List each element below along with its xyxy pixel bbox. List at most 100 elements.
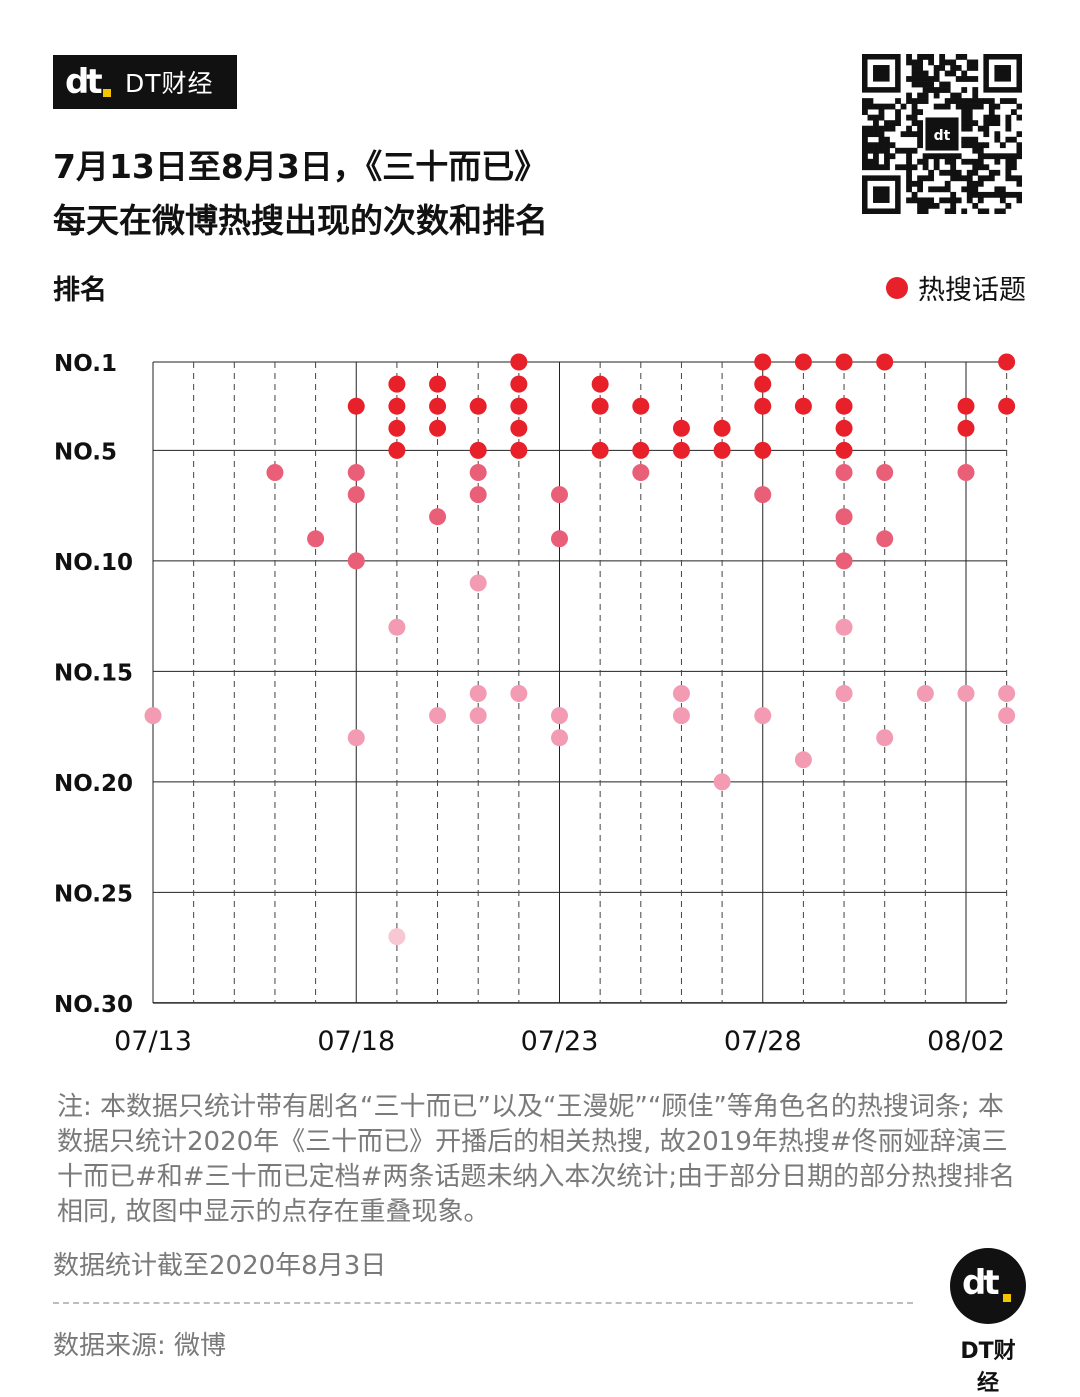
data-point <box>876 530 894 548</box>
data-point <box>672 685 690 702</box>
data-point <box>388 618 406 636</box>
data-point <box>957 397 975 415</box>
data-point <box>510 419 528 437</box>
data-point <box>388 928 406 946</box>
data-point <box>388 375 406 393</box>
chart-note: 注: 本数据只统计带有剧名“三十而已”以及“王漫妮”“顾佳”等角色名的热搜词条;… <box>57 1092 1016 1227</box>
legend: 热搜话题 <box>886 268 1026 307</box>
data-point <box>957 464 975 481</box>
data-point <box>835 618 853 636</box>
data-point <box>876 353 894 371</box>
data-point <box>591 441 609 459</box>
data-point <box>835 419 853 437</box>
data-point <box>469 397 487 415</box>
y-tick-label: NO.10 <box>54 550 133 576</box>
data-point <box>794 397 812 415</box>
data-point <box>388 397 406 415</box>
scatter-chart: NO.1 NO.5 NO.10 NO.15 NO.20 NO.25 NO.30 07/13 07… <box>54 351 1016 1057</box>
data-point <box>469 464 487 481</box>
data-point <box>591 397 609 415</box>
qr-code-icon: dt <box>862 54 1022 214</box>
data-point <box>632 397 650 415</box>
data-point <box>510 375 528 393</box>
data-point <box>551 530 568 548</box>
y-tick-label: NO.1 <box>54 351 117 377</box>
y-tick-label: NO.20 <box>54 771 133 797</box>
y-tick-label: NO.5 <box>54 439 117 465</box>
data-point <box>998 397 1016 415</box>
data-point <box>998 685 1016 702</box>
divider <box>53 1302 913 1304</box>
y-axis-title: 排名 <box>53 275 107 306</box>
data-point <box>835 552 853 570</box>
data-point <box>347 464 365 481</box>
data-point <box>551 729 568 747</box>
svg-text:dt: dt <box>934 128 951 144</box>
data-point <box>835 441 853 459</box>
data-point <box>916 685 934 702</box>
footer-brand-name: DT财经 <box>960 1339 1016 1396</box>
data-point <box>510 685 528 702</box>
data-point <box>794 751 812 769</box>
data-point <box>388 419 406 437</box>
data-point <box>957 685 975 702</box>
x-tick-label: 07/18 <box>317 1026 395 1057</box>
data-point <box>469 685 487 702</box>
legend-label: 热搜话题 <box>918 275 1026 306</box>
x-tick-label: 08/02 <box>927 1026 1005 1057</box>
data-cutoff: 数据统计截至2020年8月3日 <box>53 1251 387 1281</box>
data-point <box>347 552 365 570</box>
data-point <box>429 375 447 393</box>
data-point <box>347 486 365 504</box>
data-point <box>672 707 690 725</box>
data-point <box>347 729 365 747</box>
x-tick-label: 07/13 <box>114 1026 192 1057</box>
data-point <box>835 353 853 371</box>
data-point <box>510 353 528 371</box>
data-point <box>551 707 568 725</box>
data-point <box>835 397 853 415</box>
data-point <box>713 773 731 791</box>
data-point <box>754 441 772 459</box>
data-point <box>429 707 447 725</box>
data-point <box>347 397 365 415</box>
legend-marker <box>886 276 908 299</box>
data-point <box>632 441 650 459</box>
data-point <box>957 419 975 437</box>
chart-title: 7月13日至8月3日，《三十而已》 每天在微博热搜出现的次数和排名 <box>53 140 548 248</box>
data-point <box>754 353 772 371</box>
data-point <box>876 729 894 747</box>
data-point <box>835 685 853 702</box>
data-point <box>754 707 772 725</box>
data-point <box>429 419 447 437</box>
x-tick-label: 07/28 <box>724 1026 802 1057</box>
data-point <box>469 486 487 504</box>
data-point <box>510 397 528 415</box>
data-point <box>591 375 609 393</box>
data-point <box>794 353 812 371</box>
data-point <box>551 486 568 504</box>
title-line-1: 7月13日至8月3日，《三十而已》 <box>53 147 548 186</box>
data-point <box>754 486 772 504</box>
data-point <box>266 464 284 481</box>
data-point <box>429 397 447 415</box>
data-point <box>713 441 731 459</box>
data-point <box>672 441 690 459</box>
data-point <box>388 441 406 459</box>
y-tick-label: NO.30 <box>54 992 133 1018</box>
data-point <box>672 419 690 437</box>
data-point <box>469 441 487 459</box>
data-point <box>835 464 853 481</box>
data-point <box>632 464 650 481</box>
brand-logo: dt DT财经 <box>53 55 237 109</box>
data-point <box>754 397 772 415</box>
data-point <box>469 574 487 592</box>
data-point <box>876 464 894 481</box>
x-tick-label: 07/23 <box>521 1026 599 1057</box>
data-point <box>835 508 853 526</box>
dt-logo-icon: dt <box>65 64 111 100</box>
data-point <box>998 707 1016 725</box>
y-tick-label: NO.25 <box>54 881 133 907</box>
brand-name: DT财经 <box>125 69 214 98</box>
data-point <box>713 419 731 437</box>
